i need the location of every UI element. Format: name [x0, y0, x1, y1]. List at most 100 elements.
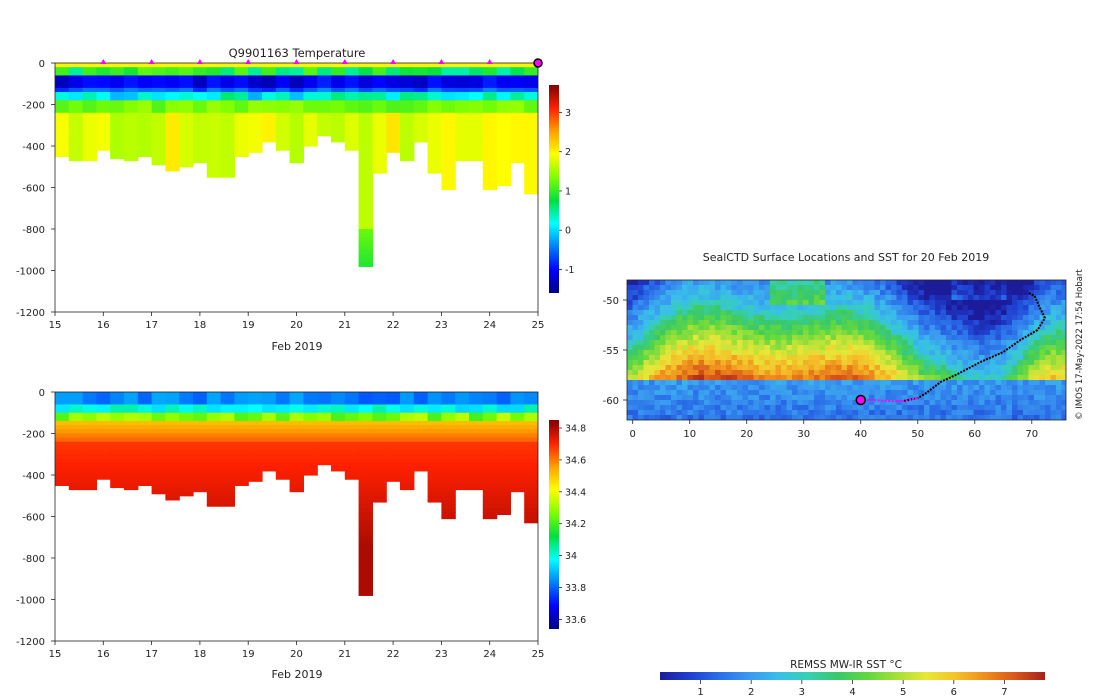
sst-cell [841, 340, 848, 346]
profile-cell [206, 495, 222, 501]
profile-cell [262, 458, 277, 464]
sst-cell [869, 380, 875, 386]
profile-cell [358, 483, 373, 489]
profile-cell [427, 441, 442, 447]
sst-cell [715, 345, 721, 351]
profile-cell [413, 400, 429, 406]
sst-cell [698, 325, 705, 331]
y-tick-label: -600 [22, 184, 45, 195]
sst-cell [852, 350, 859, 356]
sst-cell [885, 400, 892, 406]
sst-cell [990, 305, 996, 311]
sst-cell [775, 330, 782, 336]
profile-cell [455, 75, 470, 81]
sst-cell [957, 300, 963, 306]
profile-cell [275, 470, 291, 476]
profile-cell [482, 396, 498, 401]
sst-cell [1056, 375, 1062, 381]
profile-cell [248, 429, 263, 435]
sst-cell [720, 360, 727, 366]
sst-cell [682, 415, 688, 420]
sst-cell [874, 395, 881, 401]
sst-cell [1012, 395, 1018, 401]
sst-cell [918, 365, 925, 371]
sst-cell [698, 400, 705, 406]
profile-cell [372, 416, 387, 422]
sst-cell [885, 375, 892, 381]
sst-cell [962, 400, 969, 406]
sst-cell [638, 375, 644, 381]
sst-cell [693, 305, 699, 311]
sst-cell [1045, 385, 1051, 391]
profile-cell [317, 92, 332, 97]
profile-cell [317, 100, 332, 106]
profile-cell [234, 441, 249, 447]
sst-cell [709, 370, 716, 376]
sst-cell [704, 340, 710, 346]
profile-cell [262, 108, 277, 114]
sst-cell [814, 335, 820, 341]
sst-cell [968, 315, 974, 321]
sst-cell [649, 385, 655, 391]
profile-cell [55, 416, 70, 422]
profile-cell [82, 158, 97, 162]
sst-cell [830, 325, 837, 331]
sst-cell [638, 365, 644, 371]
sst-cell [654, 335, 661, 341]
sst-cell [676, 355, 683, 361]
sst-cell [638, 340, 644, 346]
profile-cell [234, 400, 249, 406]
sst-cell [1056, 330, 1062, 336]
sst-cell [902, 380, 908, 386]
sst-cell [1017, 330, 1024, 336]
profile-cell [151, 96, 166, 101]
sst-cell [863, 280, 870, 286]
profile-cell [358, 67, 373, 72]
sst-cell [1034, 290, 1040, 296]
profile-cell [220, 433, 235, 439]
profile-cell [344, 433, 360, 439]
sst-cell [742, 385, 749, 391]
sst-cell [924, 305, 930, 311]
sst-cell [1017, 290, 1024, 296]
profile-cell [510, 392, 525, 397]
profile-cell [206, 129, 222, 135]
sst-cell [665, 310, 672, 316]
profile-cell [193, 483, 208, 489]
profile-cell [124, 404, 139, 410]
sst-cell [632, 415, 639, 420]
profile-cell [55, 450, 70, 455]
sst-cell [957, 305, 963, 311]
sst-cell [1056, 405, 1062, 411]
profile-cell [137, 392, 153, 397]
sst-cell [715, 380, 721, 386]
profile-cell [400, 400, 415, 406]
sst-cell [940, 405, 947, 411]
sst-cell [968, 395, 974, 401]
sst-cell [704, 390, 710, 396]
sst-cell [830, 365, 837, 371]
profile-cell [206, 71, 222, 77]
sst-cell [995, 395, 1002, 401]
sst-cell [995, 390, 1002, 396]
sst-cell [1056, 380, 1062, 386]
profile-cell [165, 129, 180, 135]
profile-cell [96, 404, 111, 410]
profile-cell [193, 129, 208, 135]
profile-cell [206, 483, 222, 489]
sst-cell [973, 415, 980, 420]
profile-cell [386, 475, 401, 480]
sst-cell [764, 375, 771, 381]
sst-cell [819, 310, 826, 316]
sst-cell [847, 300, 853, 306]
profile-cell [303, 416, 318, 422]
sst-cell [891, 395, 897, 401]
sst-cell [759, 380, 765, 386]
sst-cell [720, 370, 727, 376]
profile-cell [524, 183, 538, 189]
sst-cell [1045, 345, 1051, 351]
profile-cell [151, 141, 166, 147]
profile-cell [96, 437, 111, 443]
profile-cell [124, 137, 139, 143]
sst-cell [649, 400, 655, 406]
